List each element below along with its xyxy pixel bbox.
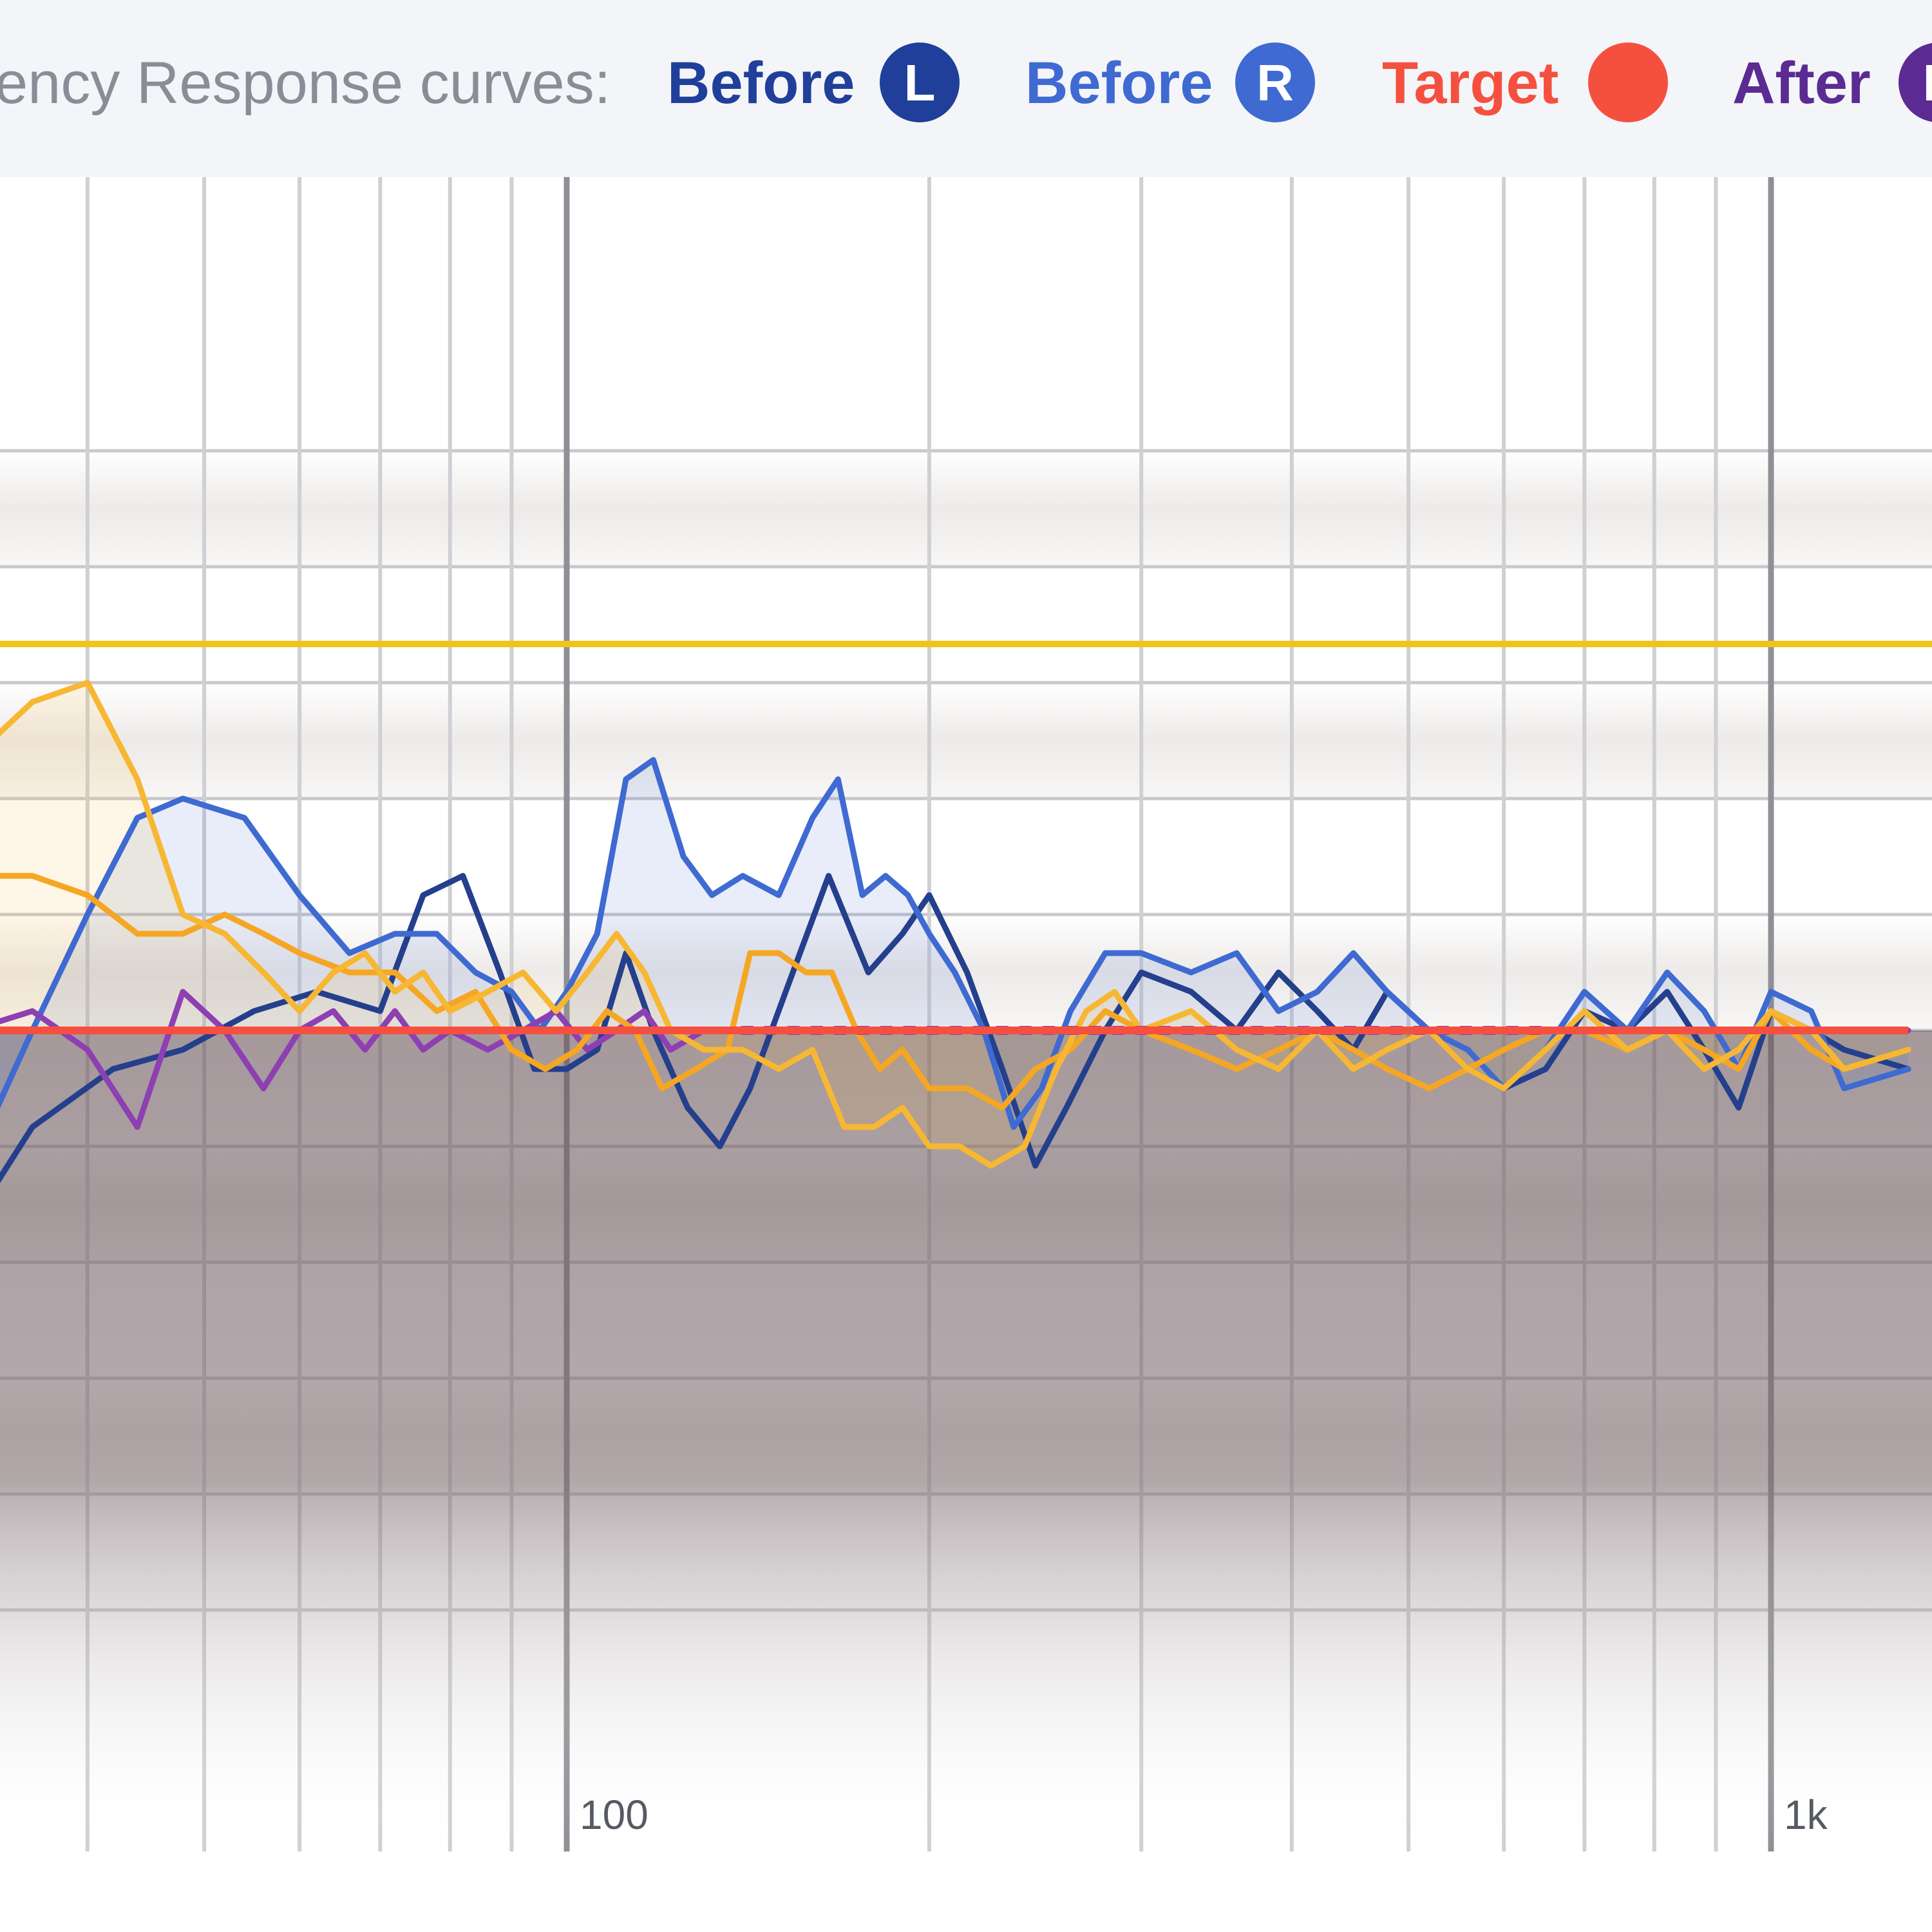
series-fill-before-r bbox=[0, 760, 1909, 1127]
legend-item-before-right[interactable]: Before R bbox=[1025, 43, 1315, 122]
badge-left-icon bbox=[880, 43, 960, 122]
legend: ency Response curves: Before L Before R … bbox=[0, 43, 1932, 122]
legend-item-before-left[interactable]: Before L bbox=[667, 43, 960, 122]
x-tick-label: 1k bbox=[1784, 1792, 1828, 1838]
series-line-after-r-smoothed- bbox=[0, 679, 1911, 1169]
chart-plot: 100 1k bbox=[0, 177, 1932, 1932]
legend-label-before-right: Before bbox=[1025, 50, 1213, 116]
series-fill-target bbox=[0, 1030, 1932, 1852]
plot-band bbox=[0, 683, 1932, 799]
chart-ticks: 100 1k bbox=[580, 1792, 1828, 1838]
legend-label-after-left: After bbox=[1732, 50, 1871, 116]
target-dot-icon bbox=[1588, 43, 1668, 122]
plot-band bbox=[0, 451, 1932, 567]
frequency-response-chart: 100 1k bbox=[0, 177, 1932, 1932]
badge-after-left-icon bbox=[1899, 43, 1932, 122]
badge-right-icon bbox=[1235, 43, 1315, 122]
badge-letter-before-right: R bbox=[1256, 54, 1294, 111]
chart-series bbox=[0, 679, 1911, 1184]
legend-title: ency Response curves: bbox=[0, 50, 611, 116]
chart-fills bbox=[0, 683, 1932, 1852]
legend-item-target[interactable]: Target bbox=[1382, 43, 1668, 122]
x-tick-label: 100 bbox=[580, 1792, 649, 1838]
legend-label-before-left: Before bbox=[667, 50, 855, 116]
series-fill-after-r-smoothed- bbox=[0, 683, 1909, 1166]
legend-item-after-left[interactable]: After L bbox=[1732, 43, 1932, 122]
legend-bar: ency Response curves: Before L Before R … bbox=[0, 0, 1932, 178]
badge-letter-after-left: L bbox=[1923, 54, 1932, 111]
badge-letter-before-left: L bbox=[904, 54, 936, 111]
legend-label-target: Target bbox=[1382, 50, 1558, 116]
